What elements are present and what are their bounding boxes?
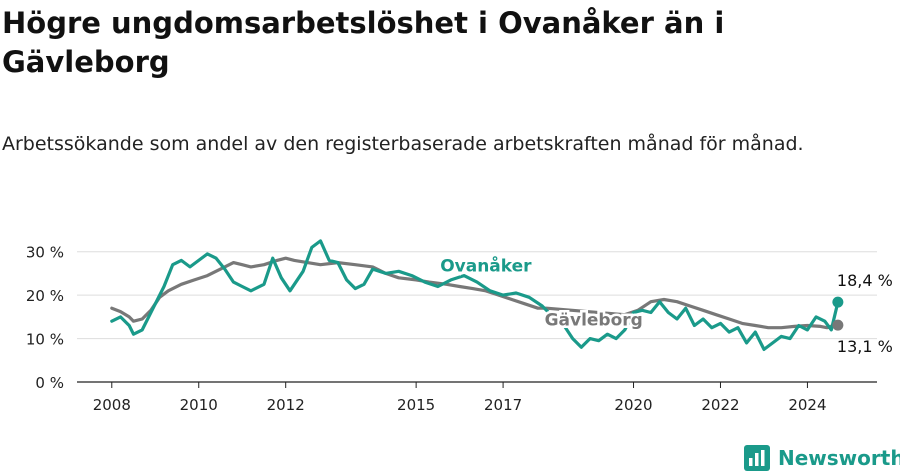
x-tick-label: 2008 (93, 396, 131, 414)
brand-logo: Newsworthy (744, 443, 900, 473)
series-label-gävleborg: Gävleborg (545, 311, 643, 331)
x-tick-label: 2010 (180, 396, 218, 414)
x-tick-label: 2020 (614, 396, 652, 414)
x-tick-label: 2022 (701, 396, 739, 414)
newsworthy-logo-icon (744, 445, 770, 471)
x-tick-label: 2017 (484, 396, 522, 414)
series-line-ovanåker (110, 239, 840, 351)
y-tick-label: 10 % (26, 331, 64, 349)
x-tick-label: 2015 (397, 396, 435, 414)
y-tick-label: 30 % (26, 244, 64, 262)
line-chart: 0 % 10 % 20 % 30 % 2008 2010 2012 2015 2017 2020 2… (26, 239, 893, 414)
chart-title: Högre ungdomsarbetslöshet i Ovanåker än … (2, 6, 725, 79)
end-value-label-gavleborg: 13,1 % (837, 337, 893, 356)
x-tick-label: 2024 (788, 396, 826, 414)
brand-name: Newsworthy (778, 446, 900, 470)
end-value-label-ovanaker: 18,4 % (837, 271, 893, 290)
end-point-gävleborg (832, 319, 844, 331)
y-tick-label: 0 % (35, 374, 64, 392)
y-tick-label: 20 % (26, 287, 64, 305)
series-line-gävleborg (110, 256, 840, 330)
end-point-ovanåker (832, 296, 844, 308)
chart-subtitle: Arbetssökande som andel av den registerb… (2, 133, 804, 155)
x-tick-label: 2012 (267, 396, 305, 414)
series-label-ovanåker: Ovanåker (440, 254, 532, 276)
